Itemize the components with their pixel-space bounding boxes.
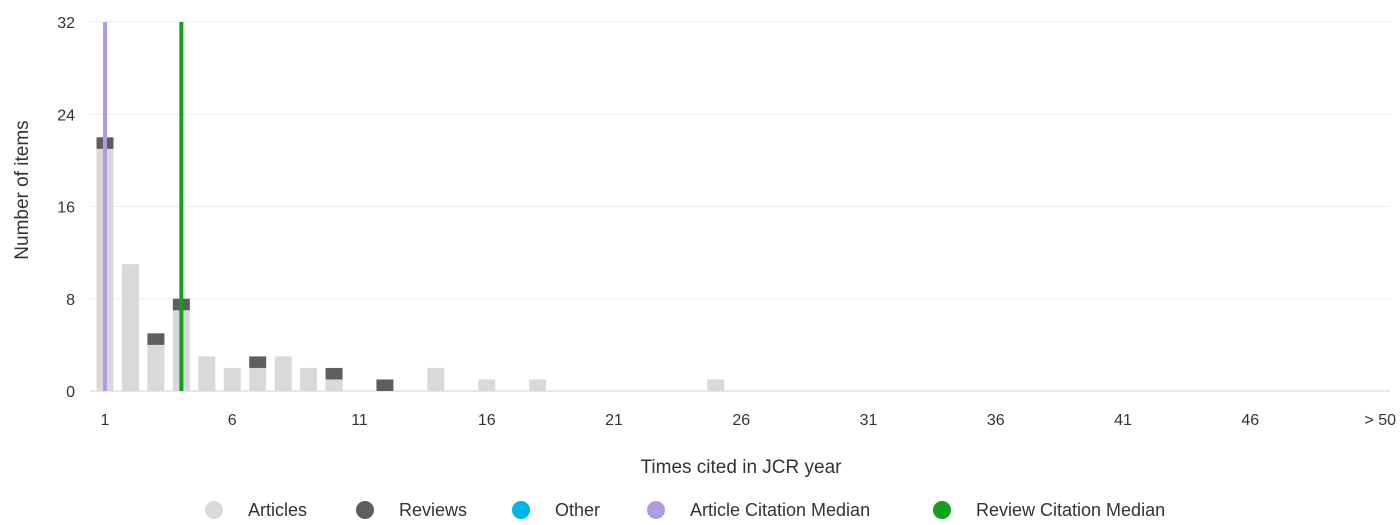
legend-label-article-citation-median: Article Citation Median [690, 500, 870, 520]
bar-articles-6 [223, 367, 241, 391]
y-axis-title: Number of items [12, 120, 33, 259]
legend: Articles Reviews Other Article Citation Med… [205, 500, 1165, 520]
bar-articles-3 [147, 344, 165, 391]
x-tick-1: 1 [101, 412, 110, 429]
y-tick-labels: 0 8 16 24 32 [57, 15, 75, 401]
bar-articles-16 [478, 379, 496, 391]
x-tick-51: > 50 [1364, 412, 1396, 429]
bar-articles-5 [198, 356, 216, 391]
x-tick-6: 6 [228, 412, 237, 429]
legend-marker-reviews [356, 501, 374, 519]
x-tick-16: 16 [478, 412, 496, 429]
legend-marker-articles [205, 501, 223, 519]
y-tick-16: 16 [57, 200, 75, 217]
y-tick-24: 24 [57, 107, 75, 124]
median-lines [103, 22, 184, 391]
bar-articles-18 [529, 379, 547, 391]
x-tick-41: 41 [1114, 412, 1132, 429]
x-tick-46: 46 [1241, 412, 1259, 429]
bar-articles-7 [249, 367, 267, 391]
x-tick-labels: 1 6 11 16 21 26 31 36 41 46 > 50 [101, 412, 1397, 429]
legend-marker-article-citation-median [647, 501, 665, 519]
bar-reviews-3 [147, 333, 165, 345]
bar-articles-25 [707, 379, 725, 391]
y-tick-8: 8 [66, 292, 75, 309]
x-tick-21: 21 [605, 412, 623, 429]
x-tick-31: 31 [860, 412, 878, 429]
bar-articles-2 [121, 264, 139, 391]
x-tick-36: 36 [987, 412, 1005, 429]
bar-reviews-12 [376, 379, 394, 391]
y-tick-0: 0 [66, 384, 75, 401]
bar-articles-8 [274, 356, 292, 391]
bar-articles-10 [325, 379, 343, 391]
bars [96, 137, 725, 391]
legend-marker-other [512, 501, 530, 519]
legend-label-articles: Articles [248, 500, 307, 520]
x-axis-title: Times cited in JCR year [641, 457, 843, 478]
bar-articles-9 [300, 367, 318, 391]
bar-articles-14 [427, 367, 445, 391]
y-tick-32: 32 [57, 15, 75, 32]
legend-label-review-citation-median: Review Citation Median [976, 500, 1165, 520]
legend-label-reviews: Reviews [399, 500, 467, 520]
grid-lines [90, 21, 1390, 392]
legend-marker-review-citation-median [933, 501, 951, 519]
x-tick-26: 26 [732, 412, 750, 429]
bar-reviews-10 [325, 367, 343, 380]
bar-reviews-7 [249, 356, 267, 368]
x-tick-11: 11 [351, 412, 368, 429]
legend-label-other: Other [555, 500, 600, 520]
